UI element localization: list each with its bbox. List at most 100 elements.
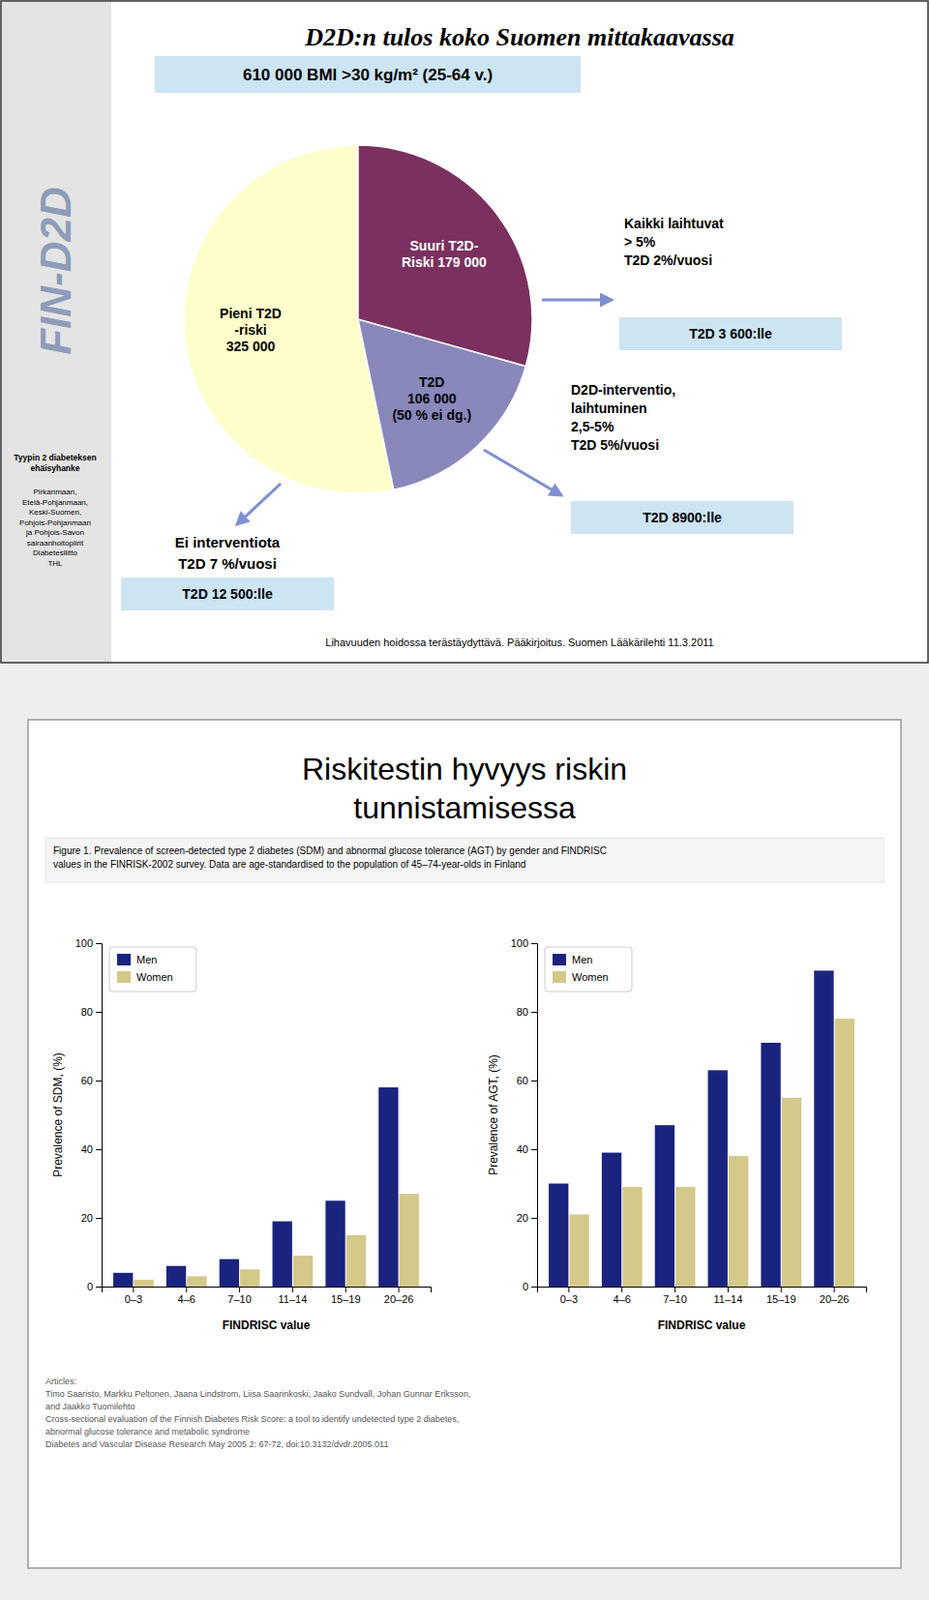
text-line: Articles: (45, 1377, 77, 1387)
bar (601, 1153, 622, 1288)
text-line: T2D 12 500:lle (181, 586, 273, 602)
bar (399, 1194, 420, 1288)
tick-mark (674, 1287, 676, 1293)
y-axis: 020406080100 (510, 937, 539, 1293)
tick-mark (345, 1287, 347, 1293)
subtitle-box (154, 56, 581, 93)
tick-label: 15–19 (766, 1293, 797, 1306)
bar (325, 1200, 345, 1288)
text-line: (50 % ei dg.) (391, 407, 472, 423)
text-line: T2D 5%/vuosi (570, 437, 660, 453)
legend-entry: Men (571, 954, 593, 966)
bar (813, 970, 834, 1288)
bar (378, 1087, 398, 1288)
text-line: 2,5-5% (570, 419, 615, 435)
bar (781, 1098, 802, 1288)
tick: 100 (75, 937, 102, 950)
tick: 80 (81, 1006, 102, 1019)
tick: 20–26 (819, 1287, 850, 1306)
tick: 15–19 (330, 1287, 361, 1306)
annotation: Pirkanmaan,Etelä-Pohjanmaan,Keski-Suomen… (19, 487, 91, 569)
tick-label: 0 (522, 1281, 529, 1293)
tick: 20–26 (384, 1287, 415, 1306)
subtitle: 610 000 BMI >30 kg/m² (25-64 v.) (242, 65, 493, 85)
tick-mark (780, 1287, 782, 1293)
tick-label: 40 (516, 1143, 529, 1156)
bar (760, 1043, 780, 1288)
tick-label: 80 (516, 1006, 529, 1019)
tick-label: 7–10 (227, 1293, 251, 1306)
tick-mark (95, 1218, 102, 1220)
text-line: laihtuminen (570, 400, 648, 417)
tick-mark (398, 1287, 400, 1293)
panel-background (0, 0, 929, 663)
text-line: Timo Saaristo, Markku Peltonen, Jaana Li… (45, 1389, 471, 1400)
legend: MenWomen (544, 947, 632, 992)
text-line: 610 000 BMI >30 kg/m² (25-64 v.) (242, 65, 493, 85)
text-line: Prevalence of AGT, (%) (486, 1054, 501, 1176)
legend-entry: Women (136, 971, 174, 984)
tick-label: 80 (81, 1006, 93, 1019)
panel-background (28, 719, 901, 1569)
legend-entry: Men (136, 954, 157, 966)
text-line: FIN-D2D (31, 186, 80, 356)
text-line: Suuri T2D- (410, 238, 480, 254)
tick-mark (568, 1287, 570, 1293)
text-line: FINDRISC value (658, 1318, 747, 1333)
figure: D2D:n tulos koko Suomen mittakaavassa 610… (0, 0, 929, 1600)
text-line: Prevalence of SDM, (%) (51, 1052, 65, 1178)
legend-swatch (117, 971, 131, 984)
text-line: Pieni T2D (219, 305, 282, 322)
tick: 15–19 (766, 1287, 797, 1306)
tick-label: 7–10 (662, 1293, 687, 1306)
tick-label: 4–6 (178, 1293, 196, 1306)
text-line: Diabetes and Vascular Disease Research M… (45, 1439, 389, 1450)
annotation-box (570, 501, 794, 535)
bars (113, 1087, 420, 1288)
text-line: ehäisyhanke (29, 463, 80, 474)
text-line: 325 000 (226, 338, 276, 355)
tick-label: 100 (75, 937, 93, 950)
x-axis-title: FINDRISC value (222, 1318, 311, 1333)
tick: 7–10 (227, 1287, 251, 1306)
text-line: Riskitestin hyvyys riskin (301, 751, 628, 787)
text-line: ja Pohjois-Savon (25, 528, 85, 538)
tick-label: 4–6 (613, 1293, 631, 1306)
tick: 60 (516, 1075, 538, 1087)
pie: Pieni T2D-riski325 000T2D106 000(50 % ei… (183, 145, 533, 494)
tick-mark (531, 1012, 538, 1014)
bar (728, 1156, 749, 1288)
bar (835, 1018, 855, 1288)
tick-mark (531, 1149, 538, 1151)
text-line: and Jaakko Tuomilehto (45, 1402, 136, 1412)
annotation-box (619, 317, 842, 351)
caption: Figure 1. Prevalence of screen-detected … (53, 845, 607, 870)
tick: 0–3 (124, 1287, 143, 1306)
text-line: tunnistamisessa (353, 790, 576, 826)
tick-mark (95, 1287, 102, 1289)
tick-mark (95, 943, 102, 945)
tick-mark (531, 1080, 538, 1082)
tick: 40 (516, 1143, 538, 1156)
text-line: Ei interventiota (175, 534, 281, 551)
arrow (483, 449, 562, 496)
text-line: Etelä-Pohjanmaan, (22, 497, 89, 507)
text-line: sairaanhoitopiirit (27, 538, 85, 547)
annotation: Articles: Timo Saaristo, Markku Peltonen,… (45, 1377, 471, 1450)
y-axis: 020406080100 (75, 937, 103, 1293)
tick: 4–6 (613, 1287, 631, 1306)
arrow (237, 483, 281, 525)
tick-label: 20 (516, 1212, 529, 1225)
legend-swatch (552, 971, 567, 984)
tick-label: 60 (81, 1075, 93, 1087)
text-line: Tyypin 2 diabeteksen (13, 452, 96, 463)
annotation: FIN-D2D (31, 186, 80, 356)
bar (675, 1187, 695, 1288)
x-axis: 0–34–67–1011–1415–1920–26 (538, 1287, 868, 1306)
tick-label: 20–26 (819, 1293, 850, 1306)
text-line: D2D:n tulos koko Suomen mittakaavassa (303, 23, 735, 52)
bar (548, 1184, 569, 1289)
text-line: abnormal glucose tolerance and metabolic… (45, 1427, 250, 1438)
tick-label: 0 (87, 1281, 93, 1293)
tick: 0–3 (560, 1287, 578, 1306)
